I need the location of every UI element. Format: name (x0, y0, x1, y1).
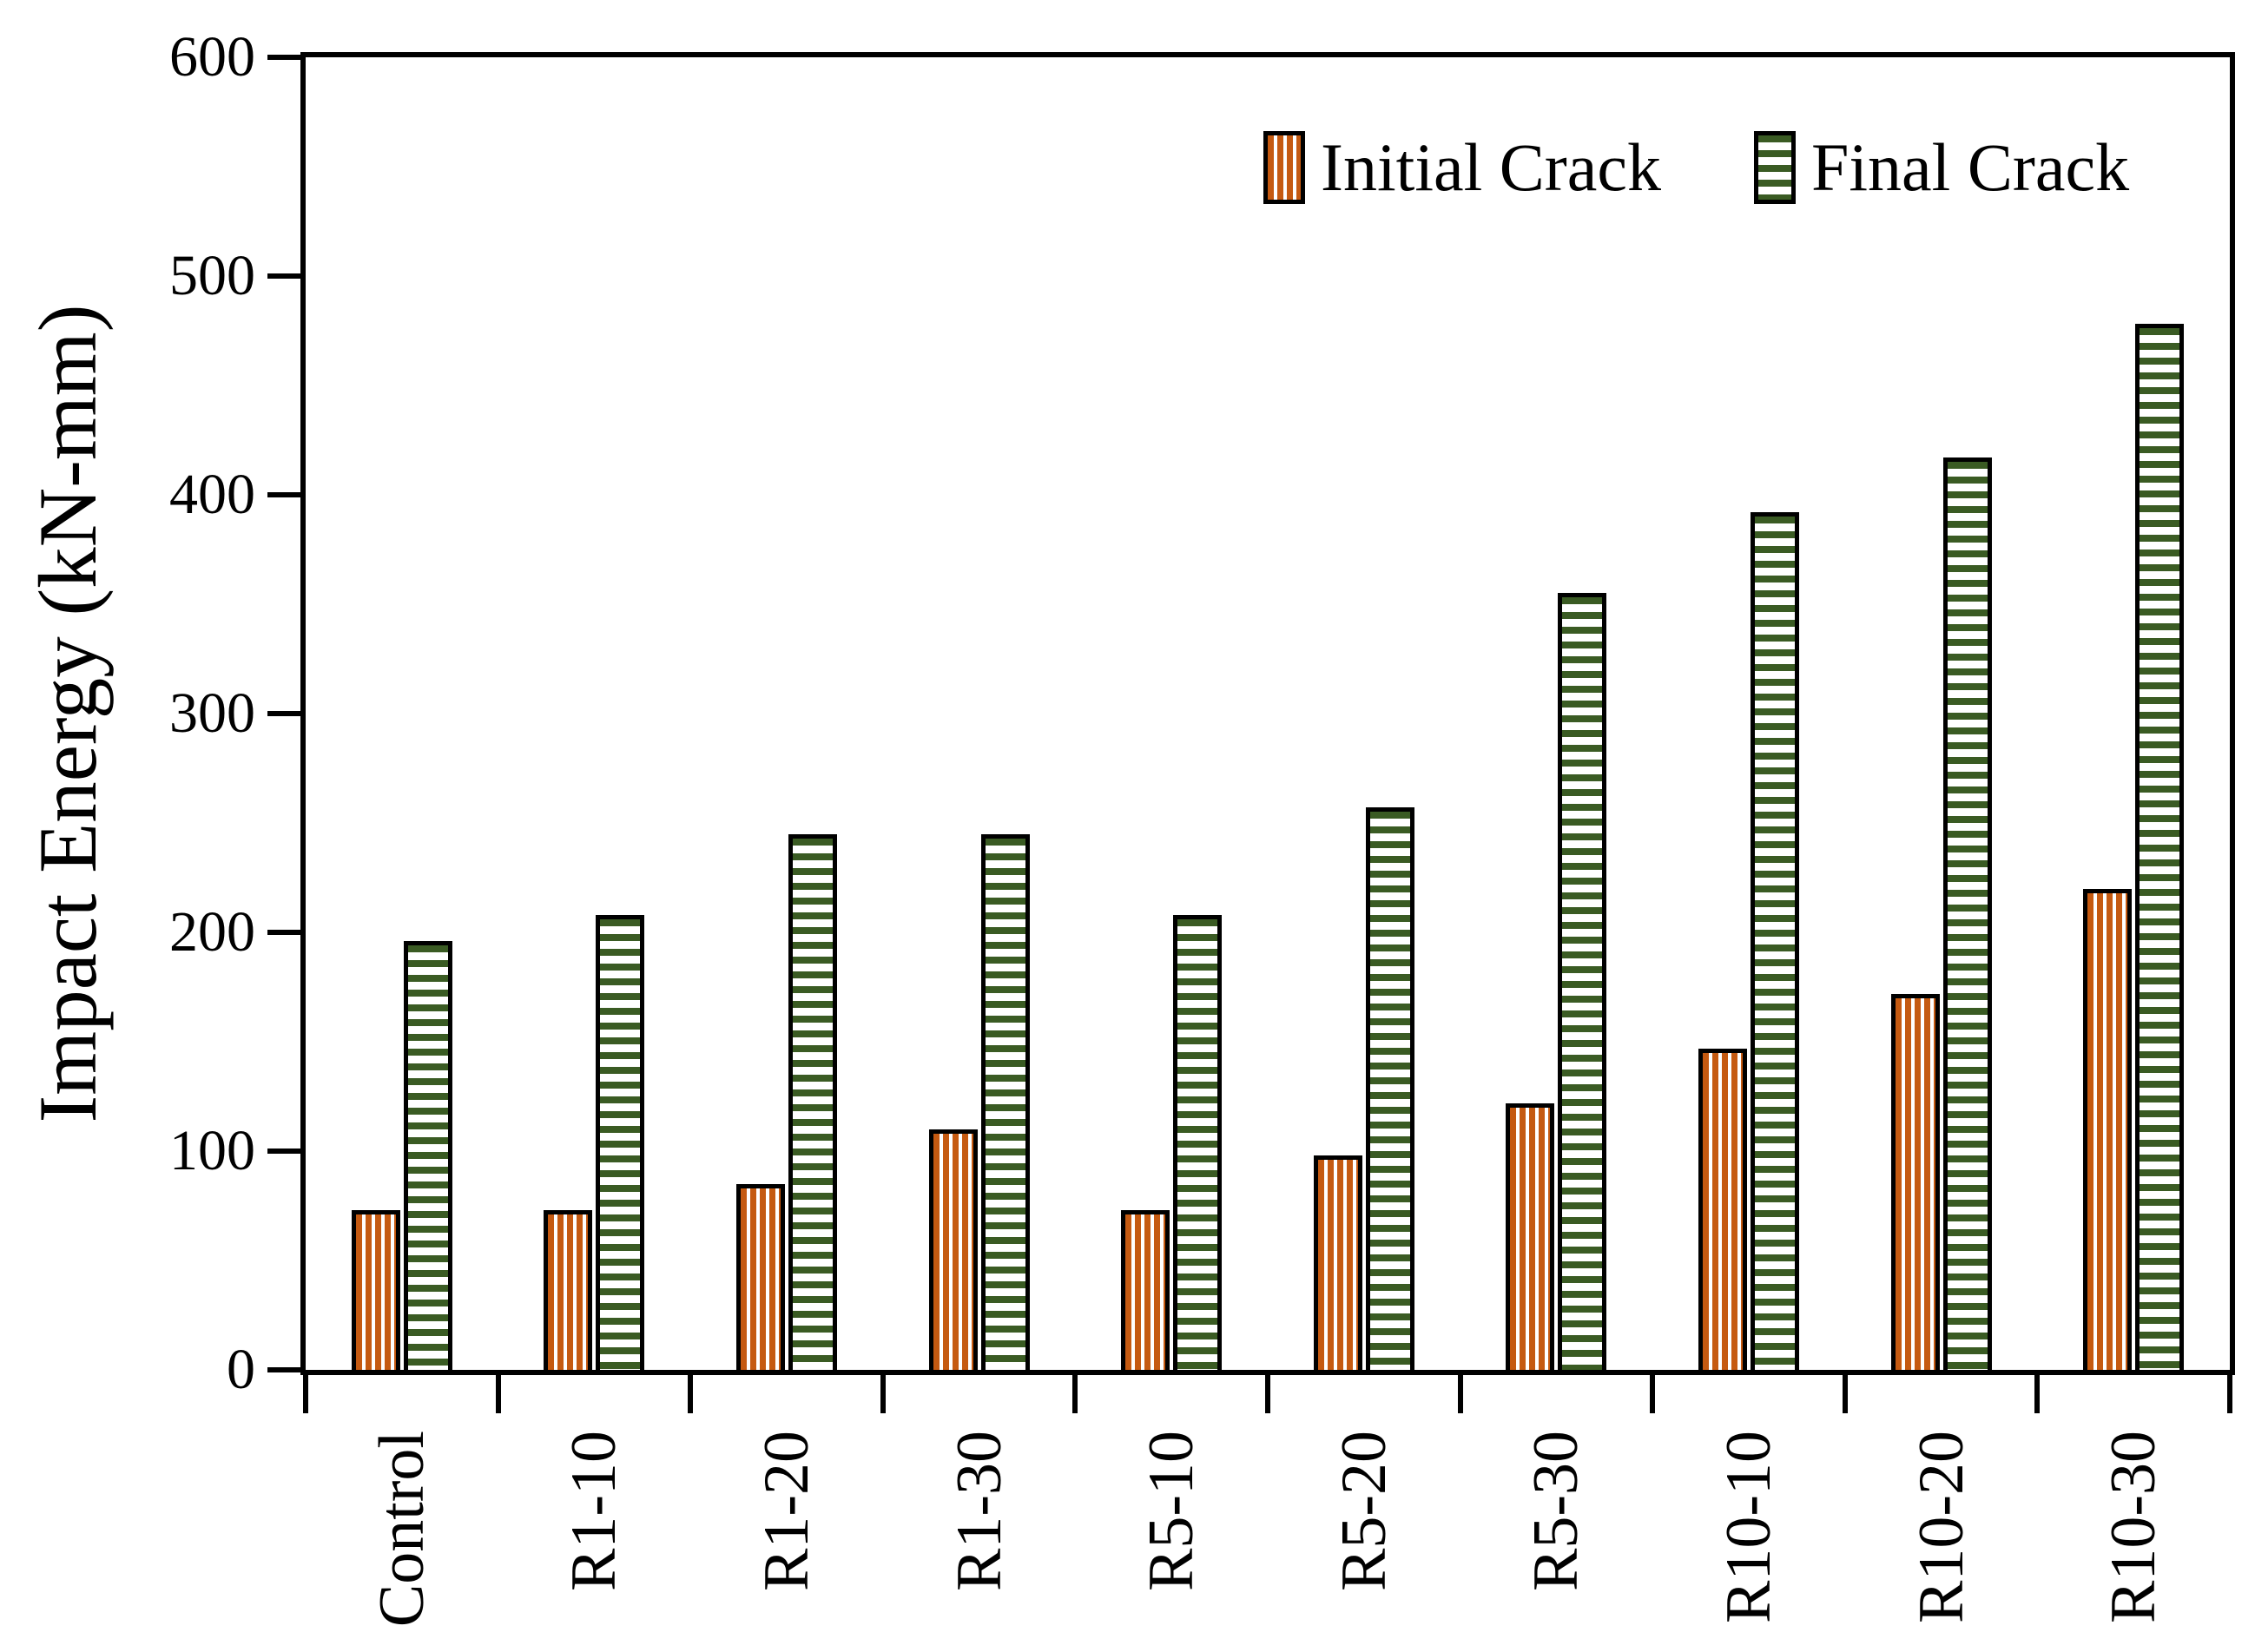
x-tick (880, 1375, 886, 1413)
x-tick (2034, 1375, 2041, 1413)
x-tick (1842, 1375, 1848, 1413)
x-tick (1650, 1375, 1656, 1413)
x-tick (495, 1375, 501, 1413)
x-tick-label: R10-30 (2098, 1431, 2170, 1623)
y-tick-label: 600 (169, 25, 255, 89)
bar-initial-crack-r5-30 (1506, 1102, 1555, 1370)
bar-final-crack-r10-10 (1751, 512, 1799, 1370)
bar-initial-crack-r1-20 (736, 1183, 785, 1370)
bar-final-crack-r5-20 (1365, 807, 1414, 1370)
legend-item-final-crack: Final Crack (1754, 128, 2129, 207)
bar-final-crack-r5-10 (1173, 914, 1223, 1370)
bar-initial-crack-r10-20 (1890, 993, 1940, 1370)
bar-initial-crack-r1-10 (544, 1210, 593, 1370)
y-tick-label: 100 (169, 1119, 255, 1182)
bar-final-crack-r5-30 (1558, 593, 1607, 1370)
bar-final-crack-r10-30 (2135, 324, 2185, 1370)
bar-initial-crack-r10-10 (1698, 1048, 1747, 1370)
y-tick-label: 500 (169, 244, 255, 307)
x-tick-label: R10-10 (1713, 1431, 1784, 1623)
legend-item-initial-crack: Initial Crack (1263, 128, 1661, 207)
y-tick-label: 0 (227, 1338, 255, 1401)
bar-final-crack-control (403, 941, 452, 1370)
x-tick-label: R1-10 (558, 1431, 630, 1591)
x-tick (303, 1375, 308, 1413)
bar-initial-crack-r5-10 (1121, 1210, 1170, 1370)
bar-final-crack-r1-30 (980, 833, 1030, 1370)
x-tick (1072, 1375, 1078, 1413)
legend-label: Final Crack (1811, 129, 2130, 205)
y-tick (267, 273, 300, 279)
x-tick-label: Control (366, 1431, 438, 1628)
y-tick (267, 55, 300, 60)
x-tick-label: R5-30 (1520, 1431, 1592, 1591)
y-tick (267, 711, 300, 716)
bar-final-crack-r1-20 (788, 833, 837, 1370)
bar-final-crack-r1-10 (596, 914, 645, 1370)
y-tick-label: 300 (169, 681, 255, 745)
bar-final-crack-r10-20 (1942, 457, 1992, 1370)
x-tick (1457, 1375, 1463, 1413)
x-tick-label: R10-20 (1905, 1431, 1977, 1623)
legend-label: Initial Crack (1321, 129, 1662, 205)
x-tick (1265, 1375, 1270, 1413)
x-tick-label: R5-10 (1136, 1431, 1208, 1591)
bar-initial-crack-r5-20 (1313, 1155, 1362, 1370)
bar-initial-crack-r1-30 (928, 1129, 978, 1370)
y-tick (267, 1367, 300, 1372)
bar-initial-crack-control (351, 1210, 400, 1370)
y-tick (267, 1149, 300, 1154)
y-tick (267, 492, 300, 497)
y-tick (267, 930, 300, 935)
horizontal-stripes-swatch-icon (1754, 131, 1796, 204)
x-tick-label: R1-20 (751, 1431, 822, 1591)
x-tick (2227, 1375, 2232, 1413)
x-tick-label: R1-30 (943, 1431, 1015, 1591)
x-tick-label: R5-20 (1328, 1431, 1400, 1591)
x-tick (688, 1375, 694, 1413)
bar-initial-crack-r10-30 (2083, 888, 2133, 1370)
y-tick-label: 400 (169, 463, 255, 526)
y-tick-label: 200 (169, 900, 255, 964)
vertical-stripes-swatch-icon (1263, 131, 1305, 204)
